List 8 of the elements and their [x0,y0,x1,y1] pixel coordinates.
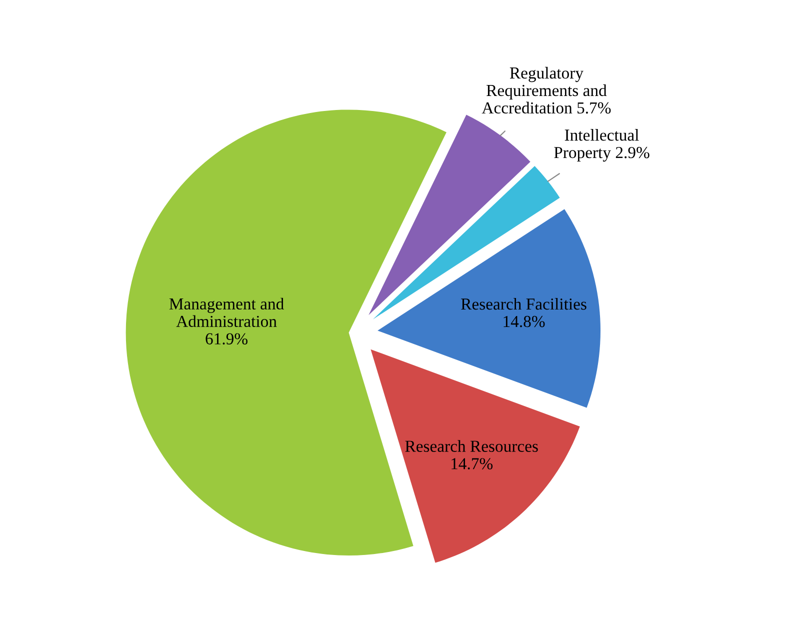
slice-label: Regulatory Requirements and Accreditation 5.7% [482,66,611,114]
slice-label: Research Facilities [461,298,586,310]
data-label: 14.8% [504,316,545,328]
slice-label: Management and Administration [169,298,284,328]
data-label: 14.7% [452,458,493,470]
slice-label: Research Resources [405,440,538,452]
slice-label: Intellectual Property 2.9% [554,129,650,162]
data-label: 61.9% [206,333,248,345]
